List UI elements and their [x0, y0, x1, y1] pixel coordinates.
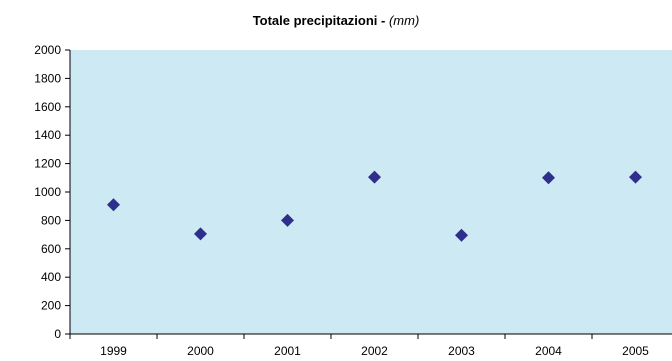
x-tick-label: 2003	[448, 344, 475, 358]
data-points	[107, 170, 642, 242]
y-tick-label: 1400	[34, 128, 61, 142]
y-tick-label: 1200	[34, 157, 61, 171]
x-tick-label: 2000	[187, 344, 214, 358]
y-tick-label: 0	[54, 327, 61, 341]
chart-title-text: Totale precipitazioni -	[252, 13, 389, 28]
y-tick-label: 1800	[34, 71, 61, 85]
x-tick-label: 1999	[100, 344, 127, 358]
y-tick-label: 400	[41, 270, 61, 284]
y-tick-label: 800	[41, 213, 61, 227]
data-point	[455, 228, 468, 242]
x-tick-label: 2002	[361, 344, 388, 358]
x-axis: 1999 2000 2001 2002 2003 2004 2005	[69, 334, 649, 358]
data-point	[107, 198, 120, 212]
data-point	[542, 171, 555, 185]
y-tick-label: 1600	[34, 100, 61, 114]
data-point	[629, 170, 642, 184]
y-axis: 0 200 400 600 800 1000 1200 1400 1600 1800 2000	[34, 43, 70, 341]
chart-title-unit: (mm)	[388, 13, 420, 28]
data-point	[281, 213, 294, 227]
chart-title: Totale precipitazioni - (mm)	[0, 13, 672, 28]
data-point	[368, 170, 381, 184]
y-tick-label: 2000	[34, 43, 61, 57]
x-tick-label: 2001	[274, 344, 301, 358]
x-tick-label: 2005	[622, 344, 649, 358]
y-tick-label: 200	[41, 299, 61, 313]
plot-area	[70, 50, 672, 334]
data-point	[194, 227, 207, 241]
y-tick-label: 1000	[34, 185, 61, 199]
x-tick-label: 2004	[535, 344, 562, 358]
y-tick-label: 600	[41, 242, 61, 256]
